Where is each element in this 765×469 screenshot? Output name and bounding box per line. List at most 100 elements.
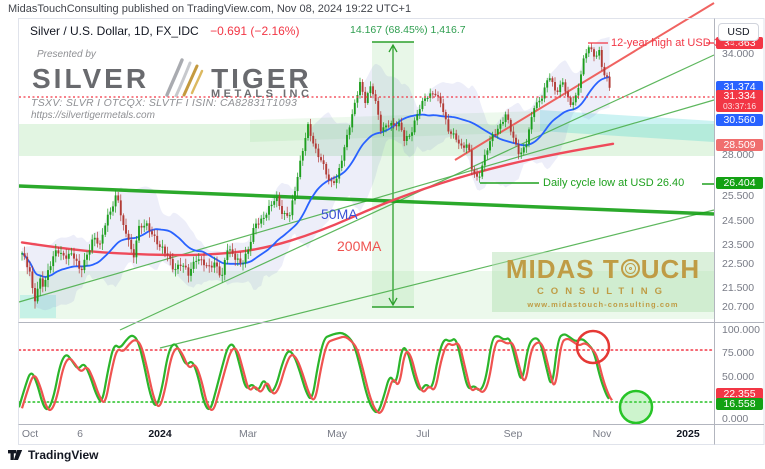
candle (587, 47, 590, 54)
candle (483, 154, 486, 166)
twelve-year-high-label: 12-year high at USD 34.86 (611, 37, 742, 49)
candle (431, 93, 434, 95)
time-axis-label: 2024 (148, 428, 172, 440)
candle (166, 253, 169, 256)
price-axis-label: 23.500 (722, 239, 755, 251)
candle (223, 260, 226, 275)
price-chip: 26.404 (716, 177, 763, 189)
tradingview-logo-icon (8, 450, 23, 460)
candle (320, 157, 322, 161)
time-axis-label: 6 (77, 428, 83, 440)
highlight-band (19, 271, 714, 319)
candle (205, 265, 208, 267)
candle (447, 119, 450, 132)
candle (153, 234, 156, 236)
stoch-green-line (17, 331, 610, 414)
candle (36, 288, 39, 302)
currency-toggle-button[interactable]: USD (718, 23, 759, 41)
candle (132, 249, 135, 258)
watermark-title: MIDAS T UCH (505, 253, 701, 284)
candle (239, 258, 242, 264)
candle (520, 152, 523, 155)
price-change: −0.691 (−2.16%) (210, 24, 300, 38)
candle (148, 223, 151, 232)
candle (413, 120, 416, 133)
candle (112, 206, 114, 212)
candle (307, 124, 309, 138)
ma50-label: 50MA (321, 206, 358, 222)
candle (434, 93, 437, 96)
candle (304, 138, 307, 151)
watermark-url: www.midastouch-consulting.com (527, 299, 679, 309)
candle (39, 278, 42, 289)
candle (226, 250, 229, 260)
price-chip: 28.509 (716, 139, 763, 151)
candle (236, 258, 239, 260)
candle (216, 262, 218, 267)
candle (486, 150, 489, 155)
price-chip: 31.334 03:37:16 (716, 90, 763, 112)
ma200-label: 200MA (337, 238, 382, 254)
candle (546, 80, 549, 88)
candle (158, 244, 161, 247)
candle (273, 201, 276, 205)
candle (151, 231, 153, 235)
candle (398, 122, 400, 127)
candle (109, 211, 112, 215)
time-axis-label: Nov (592, 428, 612, 440)
candle (257, 223, 260, 225)
time-axis-label: Mar (238, 428, 258, 440)
candle (291, 200, 294, 216)
candle (533, 108, 536, 118)
candle (382, 127, 385, 132)
candle (184, 265, 187, 268)
candle (366, 93, 369, 103)
tradingview-attribution[interactable]: TradingView (8, 448, 98, 462)
price-chip: 22.355 (716, 388, 763, 400)
candle (369, 86, 372, 94)
website-url[interactable]: https://silvertigermetals.com (31, 110, 155, 121)
candle (138, 225, 140, 241)
candle (135, 240, 138, 258)
candle (125, 225, 127, 234)
candle (473, 169, 476, 174)
candle (403, 130, 406, 141)
candle (117, 195, 120, 201)
candle (70, 253, 73, 255)
candle (179, 264, 182, 266)
daily-cycle-low-label: Daily cycle low at USD 26.40 (543, 177, 685, 189)
candle (62, 252, 65, 256)
candle (452, 133, 455, 135)
price-axis-label: 21.500 (722, 282, 755, 294)
candle (114, 195, 117, 207)
candle (57, 250, 60, 254)
candle (335, 178, 338, 183)
candle (437, 95, 439, 97)
candle (556, 90, 559, 92)
candle (424, 98, 426, 101)
symbol-title[interactable]: Silver / U.S. Dollar, 1D, FX_IDC (30, 24, 199, 38)
candle (190, 268, 192, 276)
tradingview-brand-text: TradingView (28, 448, 99, 462)
time-axis-label: Oct (21, 428, 39, 440)
candle (543, 87, 546, 99)
candle (54, 250, 57, 257)
candle (603, 66, 606, 76)
candle (418, 109, 421, 115)
candle (88, 250, 91, 255)
candle (421, 100, 424, 110)
oscillator-axis-label: 100.000 (722, 324, 760, 336)
candle (580, 74, 582, 88)
candle (28, 267, 31, 272)
candle (535, 102, 538, 109)
candle (356, 95, 359, 103)
candle (387, 125, 390, 127)
candle (249, 241, 252, 250)
candle (465, 144, 468, 148)
candle (463, 145, 465, 148)
candle (460, 143, 463, 146)
candle (327, 174, 330, 181)
candle (541, 98, 543, 101)
candle (52, 256, 55, 267)
